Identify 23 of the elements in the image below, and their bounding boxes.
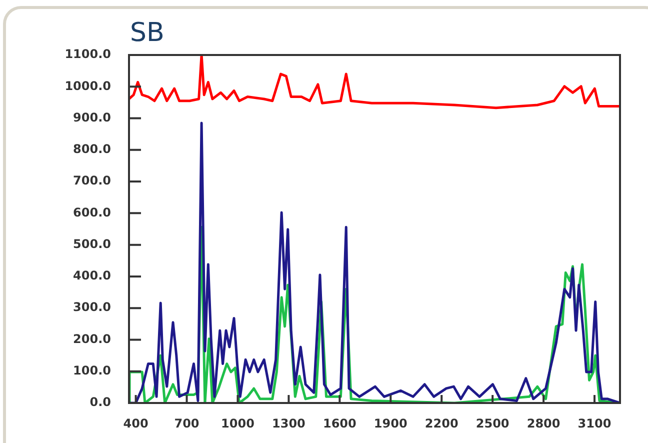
y-tick-label: 600.0 xyxy=(73,205,111,220)
chart-title: SB xyxy=(130,18,164,48)
x-tick-label: 3100 xyxy=(578,416,612,430)
x-tick-label: 700 xyxy=(174,416,200,430)
x-tick-label: 2200 xyxy=(424,416,458,430)
y-tick-label: 1000.0 xyxy=(64,78,111,93)
y-tick-label: 800.0 xyxy=(73,142,111,156)
y-tick-label: 500.0 xyxy=(73,236,111,251)
y-tick-label: 400.0 xyxy=(73,268,111,283)
x-tick-label: 400 xyxy=(123,416,148,430)
y-tick-label: 900.0 xyxy=(73,110,111,124)
x-tick-label: 1600 xyxy=(322,416,356,430)
x-tick-label: 1000 xyxy=(221,416,254,430)
x-tick-label: 1900 xyxy=(374,416,408,430)
y-tick-label: 1100.0 xyxy=(64,47,111,62)
x-tick-label: 2500 xyxy=(476,416,510,430)
y-tick-label: 700.0 xyxy=(73,174,111,188)
y-tick-label: 100.0 xyxy=(73,363,111,378)
y-tick-label: 300.0 xyxy=(73,300,111,314)
x-tick-label: 1300 xyxy=(272,416,306,430)
y-tick-label: 200.0 xyxy=(73,332,111,346)
y-tick-label: 0.0 xyxy=(90,395,111,410)
x-tick-label: 2800 xyxy=(526,416,560,430)
